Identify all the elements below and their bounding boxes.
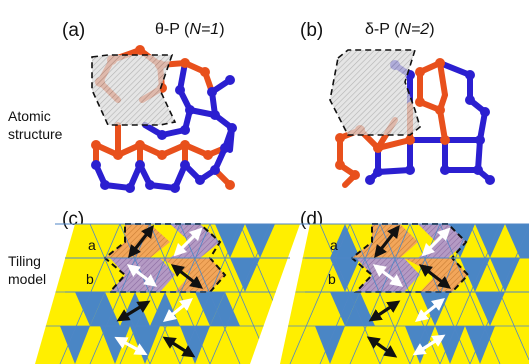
tiling-c-row-b-label: b bbox=[86, 271, 94, 287]
panel-a-title-suffix: ) bbox=[219, 21, 224, 38]
tiling-d-row-b-label: b bbox=[328, 271, 336, 287]
delta-unit-cell bbox=[330, 50, 420, 135]
panel-b-title-suffix: ) bbox=[429, 21, 434, 38]
panel-a-title-n: N=1 bbox=[189, 21, 219, 38]
atomic-structure-label-line1: Atomic bbox=[8, 108, 51, 124]
delta-p-structure bbox=[330, 50, 495, 185]
atomic-structure-label-line2: structure bbox=[8, 126, 63, 142]
panel-b-title-prefix: δ-P ( bbox=[365, 21, 400, 38]
panel-b-title: δ-P (N=2) bbox=[365, 21, 435, 38]
panel-b-tag: (b) bbox=[300, 20, 323, 41]
panel-a-tag: (a) bbox=[62, 20, 85, 41]
tiling-model-label-line2: model bbox=[8, 271, 46, 287]
tiling-d-tiles bbox=[280, 224, 529, 364]
tiling-d-row-a-label: a bbox=[330, 237, 338, 253]
panel-a-title-prefix: θ-P ( bbox=[155, 21, 190, 38]
panel-a-title: θ-P (N=1) bbox=[155, 21, 225, 38]
tiling-d: a b bbox=[280, 224, 529, 364]
theta-p-structure bbox=[91, 45, 237, 193]
tiling-c-row-a-label: a bbox=[88, 237, 96, 253]
panel-b-title-n: N=2 bbox=[399, 21, 429, 38]
tiling-model-label-line1: Tiling bbox=[8, 253, 41, 269]
